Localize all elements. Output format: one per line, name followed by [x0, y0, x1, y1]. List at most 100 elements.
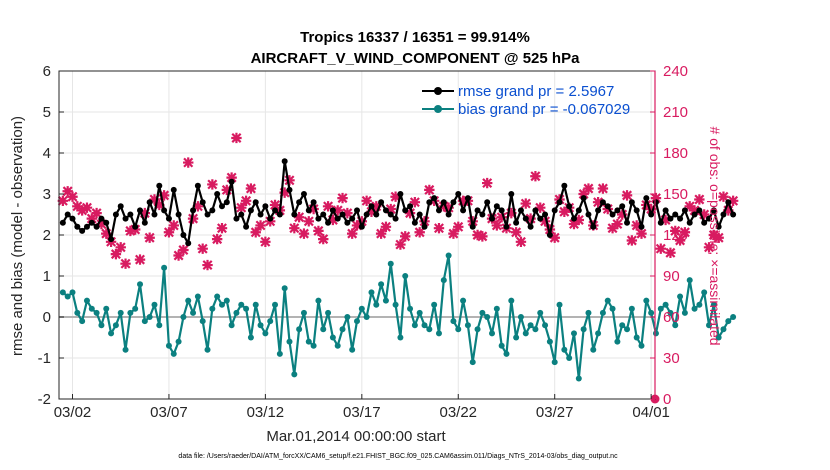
x-tick-label: 03/07: [150, 404, 188, 421]
rmse-point: [156, 182, 163, 189]
rmse-point: [238, 211, 245, 218]
rmse-point: [551, 207, 558, 214]
rmse-point: [141, 219, 148, 226]
rmse-point: [315, 215, 322, 222]
rmse-point: [161, 207, 168, 214]
bias-point: [204, 346, 211, 353]
rmse-point: [407, 203, 414, 210]
obs-assimilated-marker: [197, 243, 208, 254]
rmse-point: [199, 199, 206, 206]
obs-assimilated-marker: [612, 218, 623, 230]
obs-assimilated-marker: [120, 258, 131, 269]
obs-assimilated-marker: [67, 191, 78, 202]
obs-assimilated-marker: [655, 243, 666, 254]
legend-bias-label: bias grand pr = -0.067029: [458, 101, 630, 118]
bias-point: [411, 322, 418, 329]
bias-point: [349, 346, 356, 353]
x-tick-label: 03/27: [536, 404, 574, 421]
obs-assimilated-marker: [713, 232, 724, 243]
rmse-point: [402, 207, 409, 214]
y-axis-label-left: rmse and bias (model - observation): [9, 116, 26, 356]
obs-assimilated-marker: [385, 203, 396, 215]
obs-assimilated-marker: [520, 198, 531, 209]
left-tick-label: -1: [38, 350, 51, 367]
bias-point: [672, 322, 679, 329]
obs-assimilated-marker: [211, 233, 223, 245]
rmse-point: [329, 207, 336, 214]
bias-point: [604, 297, 611, 304]
obs-assimilated-marker: [202, 259, 213, 271]
bias-point: [489, 330, 496, 337]
rmse-point: [83, 223, 90, 230]
right-tick-label: 180: [663, 145, 688, 162]
obs-assimilated-marker: [236, 202, 247, 213]
rmse-point: [175, 211, 182, 218]
bias-point: [426, 326, 433, 333]
legend: rmse grand pr = 2.5967 bias grand pr = -…: [422, 83, 630, 118]
obs-assimilated-marker: [443, 202, 454, 213]
right-tick-label: 60: [663, 309, 680, 326]
obs-assimilated-marker: [660, 214, 671, 226]
rmse-point: [489, 215, 496, 222]
bias-point: [517, 314, 524, 320]
obs-assimilated-marker: [380, 221, 392, 232]
obs-assimilated-marker: [510, 227, 522, 238]
rmse-point: [681, 207, 688, 214]
obs-assimilated-marker: [216, 222, 228, 234]
rmse-point: [117, 203, 124, 210]
bias-point: [657, 305, 664, 312]
bias-point: [175, 338, 182, 345]
bias-point: [137, 281, 144, 288]
bias-point: [291, 371, 298, 378]
bias-point: [151, 301, 158, 308]
obs-assimilated-marker: [221, 184, 233, 196]
bias-point: [329, 334, 336, 341]
obs-assimilated-marker: [149, 194, 160, 205]
rmse-point: [469, 223, 476, 230]
bias-point: [286, 338, 293, 345]
rmse-point: [556, 199, 563, 206]
rmse-point: [358, 223, 365, 230]
rmse-point: [522, 215, 529, 222]
rmse-point: [715, 223, 722, 230]
bias-point: [320, 326, 327, 333]
rmse-point: [387, 211, 394, 218]
obs-assimilated-marker: [313, 225, 324, 237]
obs-assimilated-marker: [168, 220, 179, 231]
bias-point: [161, 264, 168, 271]
bias-point: [233, 309, 240, 316]
bias-point: [228, 322, 235, 329]
right-axis-ticks: 0 30 60 90 120 150 180 210 240: [650, 63, 688, 408]
obs-assimilated-marker: [404, 207, 416, 219]
bias-point: [117, 309, 124, 316]
bias-point: [257, 322, 264, 329]
obs-assimilated-marker: [245, 183, 257, 194]
bias-point: [127, 309, 134, 316]
rmse-point: [300, 191, 307, 197]
rmse-point: [648, 211, 655, 218]
bias-point: [146, 314, 153, 320]
obs-assimilated-marker: [674, 235, 686, 246]
obs-assimilated-marker: [72, 201, 83, 212]
rmse-point: [305, 207, 312, 214]
obs-assimilated-marker: [250, 227, 261, 238]
bias-point: [435, 330, 442, 337]
right-tick-label: 30: [663, 350, 680, 367]
rmse-point: [243, 223, 250, 230]
bias-point: [368, 289, 375, 296]
obs-assimilated-marker: [158, 190, 170, 201]
rmse-point: [570, 215, 577, 222]
rmse-point: [633, 207, 640, 214]
obs-assimilated-marker: [539, 216, 551, 227]
rmse-point: [344, 219, 351, 226]
bias-point: [527, 322, 534, 329]
right-tick-label: 90: [663, 268, 680, 285]
x-tick-label: 03/02: [54, 404, 92, 421]
bias-point: [190, 309, 197, 316]
bias-point: [262, 330, 269, 337]
bias-point: [652, 330, 659, 337]
bias-series: [59, 252, 737, 382]
obs-assimilated-marker: [308, 203, 319, 215]
left-tick-label: 6: [43, 63, 51, 80]
obs-assimilated-marker: [115, 242, 126, 253]
